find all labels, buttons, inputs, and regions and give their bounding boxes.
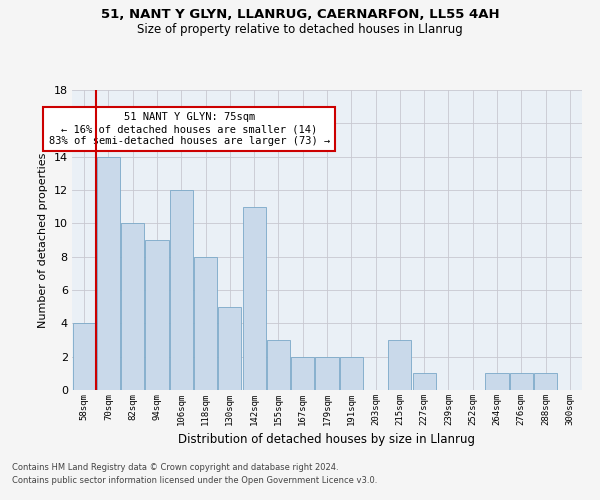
Bar <box>267 340 290 390</box>
Text: Distribution of detached houses by size in Llanrug: Distribution of detached houses by size … <box>179 432 476 446</box>
Bar <box>73 324 95 390</box>
Bar <box>388 340 412 390</box>
Text: Contains public sector information licensed under the Open Government Licence v3: Contains public sector information licen… <box>12 476 377 485</box>
Bar <box>242 206 266 390</box>
Text: 51, NANT Y GLYN, LLANRUG, CAERNARFON, LL55 4AH: 51, NANT Y GLYN, LLANRUG, CAERNARFON, LL… <box>101 8 499 20</box>
Text: Contains HM Land Registry data © Crown copyright and database right 2024.: Contains HM Land Registry data © Crown c… <box>12 464 338 472</box>
Bar <box>145 240 169 390</box>
Bar <box>121 224 144 390</box>
Text: 51 NANT Y GLYN: 75sqm
← 16% of detached houses are smaller (14)
83% of semi-deta: 51 NANT Y GLYN: 75sqm ← 16% of detached … <box>49 112 330 146</box>
Bar <box>194 256 217 390</box>
Y-axis label: Number of detached properties: Number of detached properties <box>38 152 48 328</box>
Bar <box>340 356 363 390</box>
Bar <box>534 374 557 390</box>
Bar <box>485 374 509 390</box>
Bar <box>413 374 436 390</box>
Text: Size of property relative to detached houses in Llanrug: Size of property relative to detached ho… <box>137 22 463 36</box>
Bar <box>291 356 314 390</box>
Bar <box>316 356 338 390</box>
Bar <box>97 156 120 390</box>
Bar <box>218 306 241 390</box>
Bar <box>170 190 193 390</box>
Bar <box>510 374 533 390</box>
